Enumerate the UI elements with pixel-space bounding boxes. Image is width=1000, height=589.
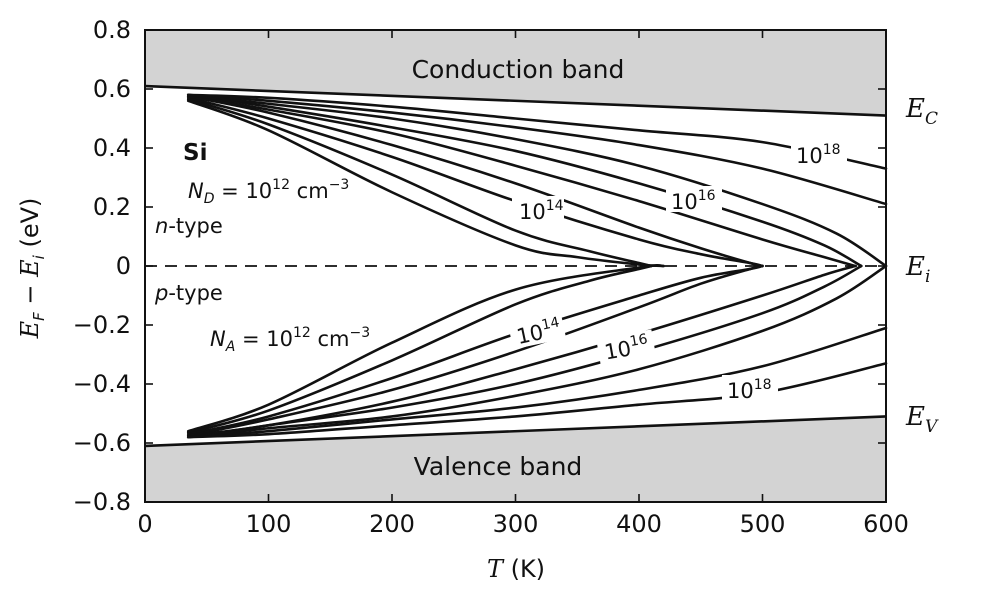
conduction-band-label: Conduction band bbox=[412, 55, 625, 84]
ev-edge-line bbox=[144, 415, 887, 448]
valence-band-region bbox=[145, 416, 886, 502]
ec-label: EC bbox=[905, 94, 938, 129]
curve-label-p-1e18: 1018 bbox=[722, 375, 778, 403]
y-tick-label: 0.2 bbox=[93, 193, 131, 221]
x-tick-label: 300 bbox=[493, 510, 539, 538]
fermi-curve-8 bbox=[186, 93, 888, 206]
axis-ticks: 0 100 200 300 400 500 600 0.8 0.6 0.4 0.2 0 −0.2 −0.4… bbox=[73, 16, 909, 538]
y-tick-label: −0.2 bbox=[73, 311, 131, 339]
band-regions bbox=[144, 30, 887, 502]
fermi-curve-9 bbox=[186, 93, 888, 170]
curve-label-n-1e14: 1014 bbox=[512, 196, 564, 224]
y-tick-label: 0 bbox=[116, 252, 131, 280]
x-tick-label: 500 bbox=[740, 510, 786, 538]
fermi-curve-15 bbox=[186, 264, 863, 439]
fermi-curve-13 bbox=[186, 264, 764, 437]
y-tick-label: 0.6 bbox=[93, 75, 131, 103]
svg-text:EF − Ei (eV): EF − Ei (eV) bbox=[16, 198, 48, 340]
n-type-label: n-type bbox=[155, 214, 223, 238]
na-label: NA = 1012 cm−3 bbox=[210, 325, 370, 355]
fermi-curve-10 bbox=[186, 264, 665, 433]
x-tick-label: 200 bbox=[369, 510, 415, 538]
x-tick-label: 600 bbox=[863, 510, 909, 538]
ec-edge-line bbox=[144, 84, 887, 117]
y-tick-label: −0.6 bbox=[73, 429, 131, 457]
svg-text:ND = 1012 cm−3: ND = 1012 cm−3 bbox=[188, 177, 349, 207]
x-tick-label: 100 bbox=[246, 510, 292, 538]
fermi-curve-4 bbox=[186, 95, 764, 268]
fermi-curve-6 bbox=[186, 93, 863, 268]
fermi-curve-1 bbox=[186, 99, 665, 268]
nd-label: ND = 1012 cm−3 bbox=[188, 177, 349, 207]
svg-text:1018: 1018 bbox=[727, 377, 772, 403]
ei-label: Ei bbox=[905, 252, 930, 287]
x-tick-label: 0 bbox=[137, 510, 152, 538]
curve-label-p-1e16: 1016 bbox=[596, 329, 656, 365]
fermi-curve-17 bbox=[186, 326, 888, 439]
conduction-band-region bbox=[145, 30, 886, 116]
svg-text:NA = 1012 cm−3: NA = 1012 cm−3 bbox=[210, 325, 370, 355]
svg-text:T (K): T (K) bbox=[487, 555, 545, 583]
p-type-label: p-type bbox=[154, 281, 223, 305]
y-tick-label: 0.8 bbox=[93, 16, 131, 44]
y-tick-label: −0.4 bbox=[73, 370, 131, 398]
y-tick-label: 0.4 bbox=[93, 134, 131, 162]
curve-label-n-1e16: 1016 bbox=[666, 186, 722, 214]
fermi-curve-16 bbox=[186, 264, 888, 439]
fermi-curve-5 bbox=[186, 95, 857, 268]
fermi-curve-11 bbox=[186, 264, 653, 434]
curve-label-p-1e14: 1014 bbox=[507, 312, 567, 350]
material-label: Si bbox=[183, 140, 207, 166]
svg-text:1016: 1016 bbox=[602, 331, 650, 364]
x-tick-label: 400 bbox=[616, 510, 662, 538]
fermi-level-curves bbox=[145, 93, 888, 439]
y-tick-label: −0.8 bbox=[73, 488, 131, 516]
valence-band-label: Valence band bbox=[414, 452, 583, 481]
fermi-curve-2 bbox=[186, 98, 653, 268]
svg-text:1016: 1016 bbox=[671, 188, 716, 214]
fermi-curve-7 bbox=[186, 93, 888, 268]
ev-label: EV bbox=[905, 402, 939, 437]
curve-label-n-1e18: 1018 bbox=[791, 140, 847, 168]
y-axis-title: EF − Ei (eV) bbox=[16, 198, 48, 340]
svg-text:1014: 1014 bbox=[519, 198, 564, 224]
x-axis-title: T (K) bbox=[487, 555, 545, 583]
